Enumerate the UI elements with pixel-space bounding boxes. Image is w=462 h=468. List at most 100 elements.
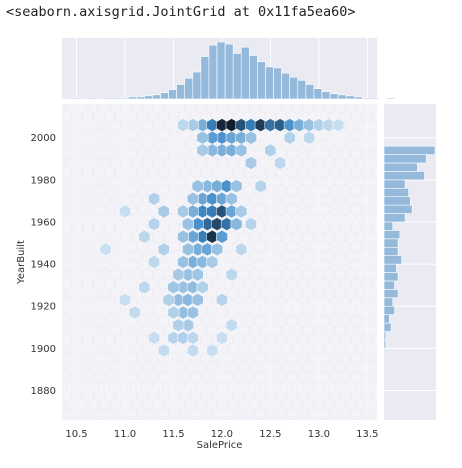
hex-background-cell bbox=[88, 175, 99, 188]
hex-bin bbox=[216, 331, 228, 345]
hex-background-cell bbox=[67, 417, 77, 420]
y-tick-label: 2000 bbox=[31, 133, 56, 144]
hex-background-cell bbox=[136, 185, 147, 197]
hex-background-cell bbox=[367, 231, 377, 244]
hex-background-cell bbox=[152, 305, 163, 318]
hex-background-cell bbox=[88, 380, 99, 392]
hex-background-cell bbox=[227, 305, 239, 318]
hex-background-cell bbox=[356, 343, 367, 355]
hex-background-cell bbox=[238, 194, 249, 206]
hex-background-cell bbox=[66, 398, 77, 411]
hex-background-cell bbox=[346, 305, 357, 318]
marginal-x-bar bbox=[119, 97, 129, 100]
hex-background-cell bbox=[308, 110, 319, 123]
hex-background-cell bbox=[292, 343, 303, 355]
marginal-y-bar bbox=[383, 305, 395, 315]
hex-background-cell bbox=[168, 110, 179, 123]
hex-background-cell bbox=[211, 408, 222, 420]
hex-background-cell bbox=[297, 278, 308, 290]
hex-background-cell bbox=[104, 278, 115, 290]
hex-background-cell bbox=[292, 268, 303, 281]
hex-background-cell bbox=[62, 371, 72, 383]
hex-background-cell bbox=[190, 389, 201, 402]
hex-background-cell bbox=[147, 296, 158, 309]
hex-background-cell bbox=[152, 138, 163, 151]
hex-background-cell bbox=[168, 185, 179, 197]
hex-background-cell bbox=[88, 324, 99, 337]
hex-background-cell bbox=[329, 315, 341, 327]
marginal-y-bar bbox=[383, 171, 425, 181]
hex-background-cell bbox=[206, 361, 217, 374]
hex-background-cell bbox=[303, 417, 313, 420]
hex-background-cell bbox=[372, 334, 377, 345]
hex-background-cell bbox=[82, 352, 94, 364]
hex-background-cell bbox=[254, 352, 265, 364]
hex-background-cell bbox=[158, 222, 169, 234]
hex-background-cell bbox=[227, 287, 239, 299]
marginal-x-bar bbox=[168, 89, 177, 100]
hex-background-cell bbox=[351, 315, 362, 327]
hex-background-cell bbox=[297, 296, 308, 309]
hex-background-cell bbox=[346, 268, 357, 281]
hex-background-cell bbox=[109, 361, 120, 374]
hex-background-cell bbox=[120, 250, 131, 262]
hex-background-cell bbox=[227, 231, 239, 244]
hex-background-cell bbox=[120, 175, 131, 188]
hex-background-cell bbox=[163, 380, 174, 392]
hex-background-cell bbox=[265, 240, 276, 253]
hex-background-cell bbox=[78, 417, 87, 420]
hex-background-cell bbox=[179, 147, 190, 160]
hex-background-cell bbox=[77, 305, 88, 318]
hex-background-cell bbox=[340, 185, 351, 197]
hex-background-cell bbox=[72, 110, 83, 123]
hex-background-cell bbox=[121, 417, 130, 420]
hex-background-cell bbox=[367, 287, 377, 299]
hex-background-cell bbox=[308, 147, 319, 160]
hex-background-cell bbox=[136, 371, 147, 383]
marginal-x-bar bbox=[265, 66, 274, 100]
hex-background-cell bbox=[308, 315, 319, 327]
hex-background-cell bbox=[335, 250, 346, 262]
hex-background-cell bbox=[62, 240, 72, 253]
hex-background-cell bbox=[185, 398, 196, 411]
hex-background-cell bbox=[281, 104, 292, 113]
hex-background-cell bbox=[270, 287, 281, 299]
hex-background-cell bbox=[319, 129, 330, 141]
hex-background-cell bbox=[362, 185, 373, 197]
hex-background-cell bbox=[249, 398, 260, 411]
hex-background-cell bbox=[308, 259, 319, 271]
hex-background-cell bbox=[147, 129, 158, 141]
hex-background-cell bbox=[292, 175, 303, 188]
hex-background-cell bbox=[238, 324, 249, 337]
hex-bin bbox=[148, 217, 160, 231]
hex-background-cell bbox=[308, 352, 319, 364]
hex-background-cell bbox=[82, 296, 94, 309]
hex-background-cell bbox=[72, 408, 83, 420]
marginal-y-bar bbox=[383, 289, 399, 299]
hex-background-cell bbox=[265, 296, 276, 309]
hex-background-cell bbox=[238, 104, 249, 113]
hex-background-cell bbox=[238, 398, 249, 411]
y-tick-label: 1920 bbox=[31, 302, 56, 313]
hex-background-cell bbox=[152, 287, 163, 299]
hex-background-cell bbox=[292, 104, 303, 113]
hex-background-cell bbox=[185, 157, 196, 169]
hex-background-cell bbox=[82, 371, 94, 383]
hex-background-cell bbox=[313, 361, 324, 374]
marginal-y-bar bbox=[383, 331, 387, 341]
hex-background-cell bbox=[244, 371, 255, 383]
hex-background-cell bbox=[93, 147, 104, 160]
hex-background-cell bbox=[93, 296, 104, 309]
marginal-x-bar bbox=[224, 43, 234, 100]
hex-background-cell bbox=[297, 333, 308, 346]
hex-background-cell bbox=[72, 129, 83, 141]
hex-background-cell bbox=[270, 231, 281, 244]
hex-background-cell bbox=[281, 250, 292, 262]
hex-bin bbox=[157, 204, 170, 219]
hex-background-cell bbox=[281, 287, 292, 299]
hex-background-cell bbox=[82, 408, 94, 420]
hex-background-cell bbox=[260, 361, 271, 374]
hex-background-cell bbox=[372, 297, 377, 308]
hex-background-cell bbox=[265, 110, 276, 123]
hex-background-cell bbox=[147, 166, 158, 178]
